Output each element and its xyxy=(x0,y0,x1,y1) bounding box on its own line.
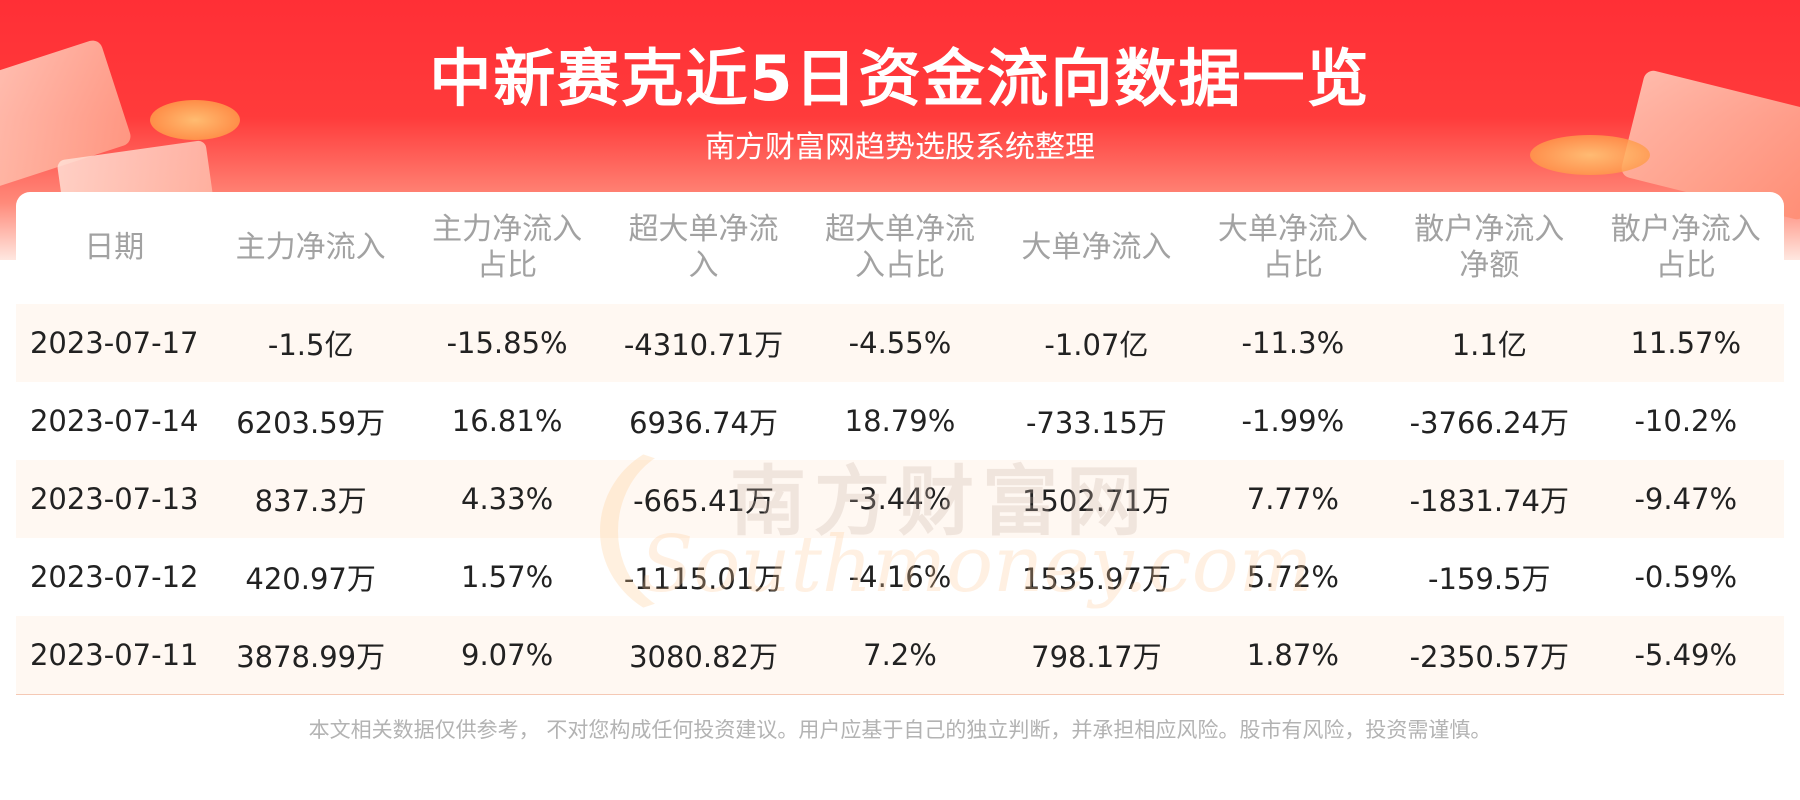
table-cell: 2023-07-17 xyxy=(16,304,213,382)
table-row: 2023-07-17 -1.5亿 -15.85% -4310.71万 -4.55… xyxy=(16,304,1784,382)
table-cell: 5.72% xyxy=(1194,538,1392,616)
divider xyxy=(16,694,1784,695)
table-cell: -1831.74万 xyxy=(1391,460,1588,538)
table-cell: -665.41万 xyxy=(605,460,802,538)
table-cell: 16.81% xyxy=(408,382,606,460)
table-cell: 1535.97万 xyxy=(998,538,1195,616)
table-cell: -0.59% xyxy=(1587,538,1784,616)
table-cell: 3080.82万 xyxy=(605,616,802,694)
table-cell: 6203.59万 xyxy=(212,382,409,460)
table-cell: -3.44% xyxy=(801,460,999,538)
column-header: 超大单净流入 xyxy=(628,212,779,283)
column-header: 日期 xyxy=(84,230,145,265)
table-cell: -1.07亿 xyxy=(998,304,1195,382)
table-cell: 798.17万 xyxy=(998,616,1195,694)
table-cell: 1.1亿 xyxy=(1391,304,1588,382)
table-row: 2023-07-13 837.3万 4.33% -665.41万 -3.44% … xyxy=(16,460,1784,538)
table-cell: -4310.71万 xyxy=(605,304,802,382)
page-title: 中新赛克近5日资金流向数据一览 xyxy=(429,42,1371,115)
decorative-glow xyxy=(1530,135,1650,175)
table-cell: -733.15万 xyxy=(998,382,1195,460)
column-header: 散户净流入 占比 xyxy=(1610,212,1761,283)
table-cell: -1.5亿 xyxy=(212,304,409,382)
table-cell: 9.07% xyxy=(408,616,606,694)
table-cell: 2023-07-14 xyxy=(16,382,213,460)
table-row: 2023-07-14 6203.59万 16.81% 6936.74万 18.7… xyxy=(16,382,1784,460)
table-cell: -10.2% xyxy=(1587,382,1784,460)
table-cell: 4.33% xyxy=(408,460,606,538)
column-header: 大单净流入 xyxy=(1021,230,1172,265)
table-cell: 837.3万 xyxy=(212,460,409,538)
table-cell: 1.57% xyxy=(408,538,606,616)
column-header: 主力净流入 占比 xyxy=(432,212,583,283)
fund-flow-table: 日期 主力净流入 主力净流入 占比 超大单净流入 超大单净流 入占比 大单净流入 大… xyxy=(16,192,1784,694)
column-header: 主力净流入 xyxy=(235,230,386,265)
table-cell: 1502.71万 xyxy=(998,460,1195,538)
table-cell: 2023-07-11 xyxy=(16,616,213,694)
column-header: 大单净流入 占比 xyxy=(1217,212,1368,283)
page-subtitle: 南方财富网趋势选股系统整理 xyxy=(705,130,1095,165)
table-header-row: 日期 主力净流入 主力净流入 占比 超大单净流入 超大单净流 入占比 大单净流入 大… xyxy=(16,192,1784,304)
table-cell: -3766.24万 xyxy=(1391,382,1588,460)
column-header: 散户净流入 净额 xyxy=(1414,212,1565,283)
table-cell: 3878.99万 xyxy=(212,616,409,694)
table-cell: 2023-07-12 xyxy=(16,538,213,616)
table-cell: 18.79% xyxy=(801,382,999,460)
table-cell: -11.3% xyxy=(1194,304,1392,382)
table-cell: -1.99% xyxy=(1194,382,1392,460)
table-cell: -9.47% xyxy=(1587,460,1784,538)
disclaimer-text: 本文相关数据仅供参考， 不对您构成任何投资建议。用户应基于自己的独立判断，并承担… xyxy=(308,718,1492,742)
table-row: 2023-07-11 3878.99万 9.07% 3080.82万 7.2% … xyxy=(16,616,1784,694)
table-cell: 6936.74万 xyxy=(605,382,802,460)
table-cell: 7.77% xyxy=(1194,460,1392,538)
table-cell: -1115.01万 xyxy=(605,538,802,616)
column-header: 超大单净流 入占比 xyxy=(824,212,975,283)
table-cell: -4.55% xyxy=(801,304,999,382)
table-cell: -159.5万 xyxy=(1391,538,1588,616)
table-cell: 2023-07-13 xyxy=(16,460,213,538)
table-cell: -15.85% xyxy=(408,304,606,382)
table-cell: -2350.57万 xyxy=(1391,616,1588,694)
table-cell: 7.2% xyxy=(801,616,999,694)
decorative-glow xyxy=(150,100,240,140)
table-cell: -5.49% xyxy=(1587,616,1784,694)
table-cell: -4.16% xyxy=(801,538,999,616)
table-row: 2023-07-12 420.97万 1.57% -1115.01万 -4.16… xyxy=(16,538,1784,616)
table-cell: 11.57% xyxy=(1587,304,1784,382)
table-cell: 1.87% xyxy=(1194,616,1392,694)
table-cell: 420.97万 xyxy=(212,538,409,616)
